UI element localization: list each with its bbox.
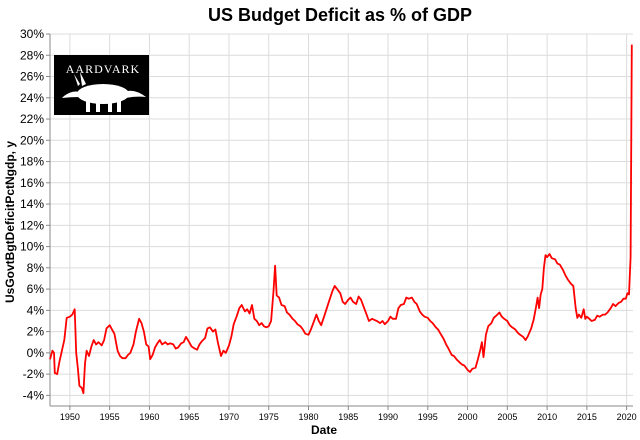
y-tick-label: 24% bbox=[20, 91, 44, 105]
x-axis-ticks: 1950 1955 1960 1965 1970 1975 1980 1985 1990 1995… bbox=[60, 406, 637, 422]
y-tick-label: 12% bbox=[20, 218, 44, 232]
series-layer bbox=[49, 44, 633, 395]
y-tick-label: 28% bbox=[20, 48, 44, 62]
x-tick-label: 2000 bbox=[458, 412, 478, 422]
x-tick-label: 1975 bbox=[259, 412, 279, 422]
y-tick-label: 6% bbox=[27, 282, 45, 296]
x-tick-label: 1970 bbox=[219, 412, 239, 422]
y-axis-label: UsGovtBgtDeficitPctNgdp, y bbox=[3, 141, 17, 303]
x-tick-label: 1955 bbox=[100, 412, 120, 422]
x-tick-label: 1995 bbox=[418, 412, 438, 422]
x-tick-label: 2020 bbox=[617, 412, 637, 422]
series-line bbox=[49, 44, 633, 395]
y-tick-label: 14% bbox=[20, 197, 44, 211]
logo-text: AARDVARK bbox=[66, 62, 140, 76]
y-tick-label: 20% bbox=[20, 133, 44, 147]
x-tick-label: 2015 bbox=[577, 412, 597, 422]
x-axis-label: Date bbox=[311, 423, 337, 437]
axes bbox=[49, 34, 633, 407]
y-tick-label: 22% bbox=[20, 112, 44, 126]
y-tick-label: 4% bbox=[27, 303, 45, 317]
y-tick-label: 30% bbox=[20, 27, 44, 41]
x-tick-label: 1965 bbox=[179, 412, 199, 422]
x-tick-label: 1960 bbox=[139, 412, 159, 422]
aardvark-icon bbox=[62, 72, 146, 112]
y-tick-label: 0% bbox=[27, 346, 45, 360]
x-tick-label: 1985 bbox=[338, 412, 358, 422]
y-tick-label: 16% bbox=[20, 176, 44, 190]
y-tick-label: 18% bbox=[20, 155, 44, 169]
y-tick-label: 8% bbox=[27, 261, 45, 275]
chart-title: US Budget Deficit as % of GDP bbox=[208, 5, 472, 25]
x-tick-label: 1950 bbox=[60, 412, 80, 422]
x-tick-label: 2005 bbox=[497, 412, 517, 422]
y-axis-ticks: -4% -2% 0% 2% 4% 6% 8% 10% 12% 14% 16% 18% 20% 22% 24%… bbox=[20, 27, 50, 402]
y-tick-label: 26% bbox=[20, 70, 44, 84]
aardvark-logo: AARDVARK bbox=[54, 55, 149, 115]
x-tick-label: 1980 bbox=[298, 412, 318, 422]
x-tick-label: 1990 bbox=[378, 412, 398, 422]
y-tick-label: 2% bbox=[27, 325, 45, 339]
x-tick-label: 2010 bbox=[537, 412, 557, 422]
y-tick-label: -2% bbox=[23, 367, 45, 381]
y-tick-label: 10% bbox=[20, 240, 44, 254]
y-tick-label: -4% bbox=[23, 388, 45, 402]
